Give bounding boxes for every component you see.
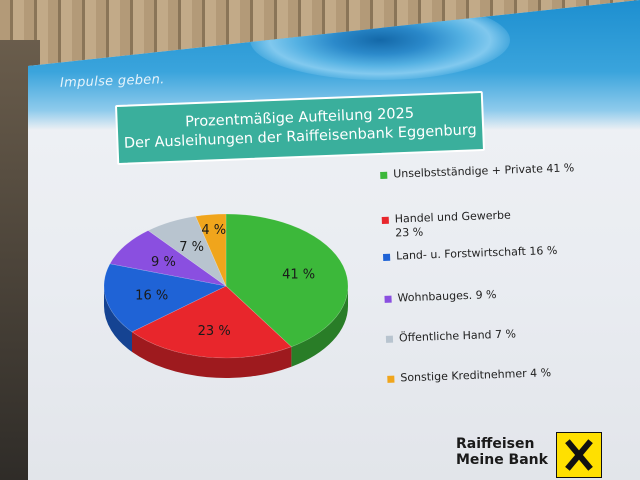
pie-chart-sides bbox=[104, 286, 348, 378]
legend-swatch-land bbox=[383, 253, 391, 261]
logo-line-1: Raiffeisen bbox=[456, 436, 535, 452]
pie-data-label-sonstige: 4 % bbox=[201, 223, 226, 238]
raiffeisen-gable-cross-logo bbox=[556, 432, 602, 478]
pie-slice-land bbox=[103, 263, 227, 333]
pie-data-label-unselbstständige: 41 % bbox=[282, 268, 315, 283]
pie-chart-slices bbox=[103, 213, 349, 359]
pie-slice-sonstige bbox=[195, 213, 227, 287]
pie-slice-öffentliche bbox=[147, 215, 227, 287]
pie-slice-side-handel bbox=[131, 331, 292, 378]
pie-slice-unselbstständige bbox=[225, 213, 349, 348]
legend-swatch-öffentliche bbox=[385, 335, 394, 343]
pie-slice-side-land bbox=[104, 286, 132, 352]
pie-slice-handel bbox=[131, 285, 292, 359]
pie-slice-wohnbauges bbox=[109, 230, 227, 287]
pie-data-label-öffentliche: 7 % bbox=[179, 240, 204, 255]
pie-data-label-land: 16 % bbox=[135, 288, 168, 303]
legend-swatch-sonstige bbox=[387, 375, 395, 383]
pie-data-label-handel: 23 % bbox=[198, 324, 231, 339]
legend-item-handel: Handel und Gewerbe 23 % bbox=[381, 208, 512, 240]
pie-data-label-wohnbauges: 9 % bbox=[151, 255, 176, 270]
logo-line-2: Meine Bank bbox=[456, 452, 548, 468]
legend-swatch-wohnbauges bbox=[384, 295, 392, 303]
legend-swatch-handel bbox=[381, 216, 389, 224]
pie-chart-data-labels: 41 % 23 % 16 % 9 %7 % 4 % bbox=[135, 223, 315, 339]
legend-swatch-unselbstständige bbox=[380, 171, 388, 179]
legend-label-handel: Handel und Gewerbe 23 % bbox=[395, 208, 512, 240]
raiffeisen-logo-text: Raiffeisen Meine Bank bbox=[456, 436, 548, 468]
pie-slice-side-unselbstständige bbox=[291, 286, 348, 367]
